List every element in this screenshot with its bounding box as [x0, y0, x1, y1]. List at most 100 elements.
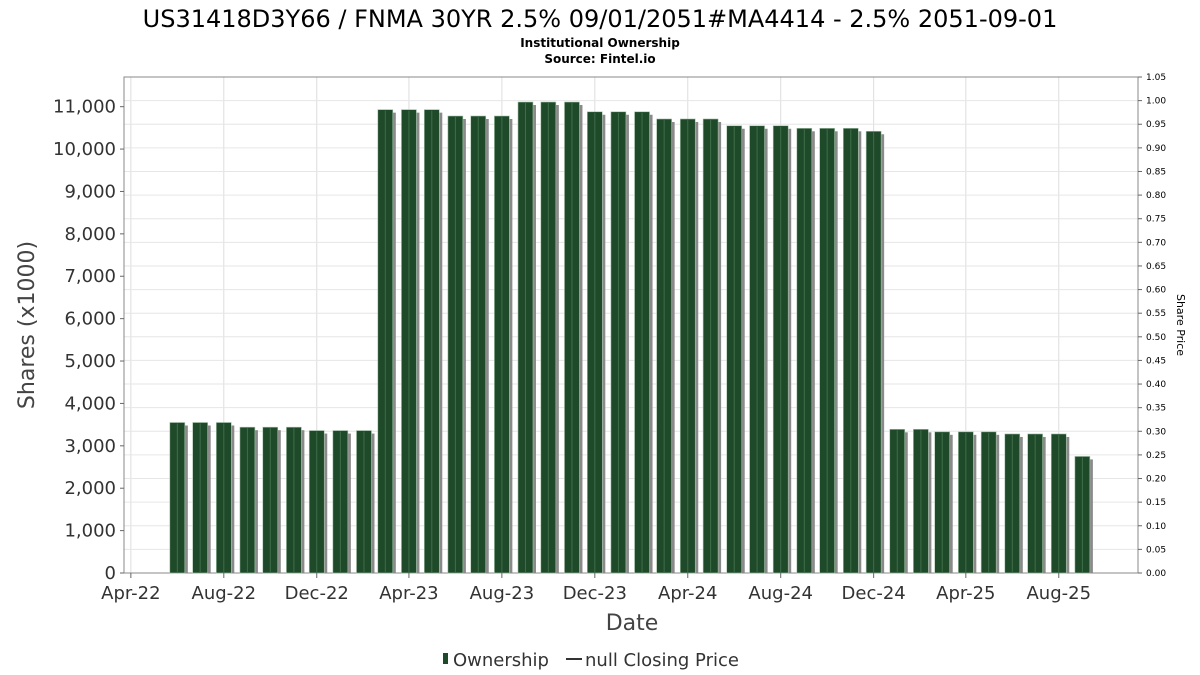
bar — [958, 431, 977, 574]
x-tick-label: Aug-24 — [748, 583, 813, 604]
y2-tick-label: 0.80 — [1146, 191, 1166, 201]
bar — [889, 428, 908, 574]
chart-title: US31418D3Y66 / FNMA 30YR 2.5% 09/01/2051… — [143, 5, 1058, 33]
bar — [634, 111, 653, 574]
bar — [332, 430, 351, 574]
x-tick-label: Dec-23 — [563, 583, 627, 604]
bar — [610, 111, 629, 574]
y-tick-label: 4,000 — [64, 393, 116, 414]
x-tick-label: Dec-24 — [842, 583, 906, 604]
y-tick-label: 8,000 — [64, 224, 116, 245]
y-tick-label: 6,000 — [64, 309, 116, 330]
legend-label-ownership: Ownership — [453, 650, 549, 671]
bar — [401, 109, 420, 574]
y2-axis-label: Share Price — [1174, 294, 1187, 356]
x-tick-label: Aug-25 — [1026, 583, 1091, 604]
bar — [819, 127, 838, 574]
y2-tick-label: 0.30 — [1146, 427, 1166, 437]
y2-tick-label: 0.50 — [1146, 333, 1166, 343]
plot-area — [123, 76, 1139, 574]
y2-tick-label: 0.35 — [1146, 404, 1166, 414]
bar — [587, 111, 606, 574]
bar — [564, 101, 583, 574]
bar — [980, 431, 1000, 574]
y-tick-label: 9,000 — [64, 181, 116, 202]
bar — [1050, 433, 1070, 574]
bar — [1027, 433, 1046, 574]
x-axis-ticks: Apr-22 Aug-22 Dec-22 Apr-23 Aug-23 Dec-23 Apr-… — [101, 573, 1091, 604]
legend: Ownership null Closing Price — [443, 650, 739, 671]
bar — [470, 115, 489, 574]
y-axis-ticks: 0 1,000 2,000 3,000 4,000 5,000 6,000 7,000 8,00… — [53, 97, 124, 584]
legend-swatch-ownership — [443, 653, 448, 664]
bar — [842, 127, 862, 574]
bar — [494, 115, 513, 574]
y2-tick-label: 0.45 — [1146, 356, 1166, 366]
bar — [216, 422, 235, 574]
bar — [749, 125, 768, 574]
y-tick-label: 1,000 — [64, 521, 116, 542]
x-tick-label: Apr-25 — [936, 583, 995, 604]
y2-tick-label: 0.20 — [1146, 475, 1166, 485]
bar — [934, 431, 953, 574]
bar — [679, 118, 699, 574]
y-tick-label: 7,000 — [64, 266, 116, 287]
y-tick-label: 2,000 — [64, 478, 116, 499]
y2-tick-label: 0.65 — [1146, 262, 1166, 272]
bar — [262, 426, 281, 574]
y2-tick-label: 0.70 — [1146, 238, 1166, 248]
y-tick-label: 10,000 — [53, 139, 116, 160]
y2-tick-label: 0.25 — [1146, 451, 1166, 461]
y2-tick-label: 0.75 — [1146, 215, 1166, 225]
bar — [517, 101, 536, 574]
chart-source: Source: Fintel.io — [544, 52, 655, 66]
x-axis-label: Date — [606, 611, 659, 636]
bar — [540, 101, 559, 574]
x-tick-label: Dec-22 — [285, 583, 349, 604]
y2-tick-label: 0.95 — [1146, 120, 1166, 130]
bar — [726, 125, 745, 574]
y-tick-label: 5,000 — [64, 351, 116, 372]
bar — [796, 127, 815, 574]
y2-tick-label: 0.85 — [1146, 167, 1166, 177]
y2-tick-label: 0.60 — [1146, 286, 1166, 296]
chart-subtitle: Institutional Ownership — [520, 36, 680, 50]
bar — [772, 125, 792, 574]
y2-tick-label: 0.10 — [1146, 522, 1166, 532]
bar — [913, 428, 932, 574]
x-tick-label: Aug-22 — [192, 583, 257, 604]
x-tick-label: Apr-24 — [658, 583, 717, 604]
bar — [702, 118, 722, 574]
legend-label-closing-price: null Closing Price — [585, 650, 739, 671]
y-tick-label: 0 — [105, 563, 116, 584]
bar — [192, 422, 211, 574]
bar — [377, 109, 396, 574]
bars-layer — [169, 101, 1093, 574]
y2-tick-label: 1.00 — [1146, 97, 1166, 107]
y-tick-label: 3,000 — [64, 436, 116, 457]
bar — [1004, 433, 1023, 574]
y2-tick-label: 0.90 — [1146, 144, 1166, 154]
bar — [286, 426, 305, 574]
bar — [656, 118, 675, 574]
bar — [865, 130, 885, 574]
y2-tick-label: 0.05 — [1146, 545, 1166, 555]
bar — [239, 426, 258, 574]
x-tick-label: Aug-23 — [470, 583, 535, 604]
y2-tick-label: 0.40 — [1146, 380, 1166, 390]
bar — [447, 115, 466, 574]
bar — [1074, 456, 1093, 574]
x-tick-label: Apr-23 — [379, 583, 438, 604]
y2-tick-label: 0.15 — [1146, 498, 1166, 508]
bar — [308, 430, 328, 574]
y-axis-label: Shares (x1000) — [15, 241, 40, 409]
y-tick-label: 11,000 — [53, 97, 116, 118]
bar — [169, 422, 188, 574]
bar — [423, 109, 443, 574]
y2-tick-label: 0.55 — [1146, 309, 1166, 319]
y2-tick-label: 0.00 — [1146, 569, 1166, 579]
y2-axis-ticks: 0.00 0.05 0.10 0.15 0.20 0.25 0.30 0.35 0.40 0.45… — [1138, 73, 1166, 579]
x-tick-label: Apr-22 — [101, 583, 160, 604]
y2-tick-label: 1.05 — [1146, 73, 1166, 83]
